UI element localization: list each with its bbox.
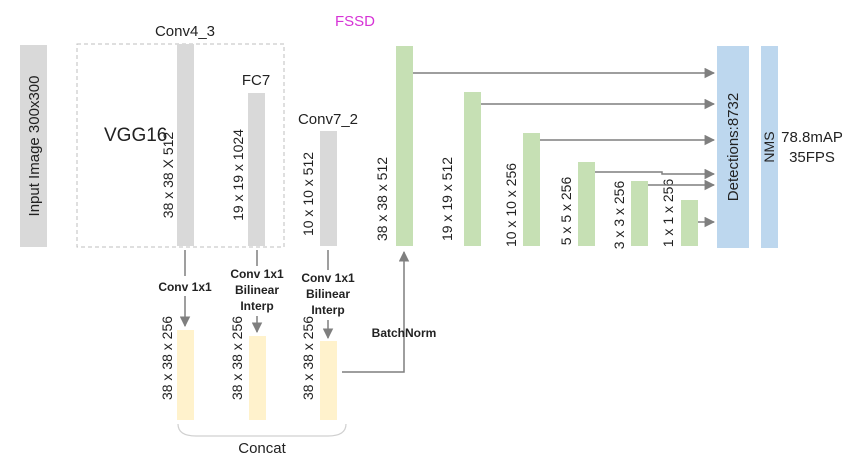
concat-bar-1 xyxy=(177,330,194,420)
op-conv1x1-bilinear-1-line2: Bilinear xyxy=(235,283,279,297)
concat-shape-1: 38 x 38 x 256 xyxy=(159,316,175,400)
concat-shape-3: 38 x 38 x 256 xyxy=(300,316,316,400)
nms-label: NMS xyxy=(761,131,777,162)
conv7-2-bar xyxy=(320,131,337,246)
concat-shape-2: 38 x 38 x 256 xyxy=(229,316,245,400)
input-image-bar xyxy=(20,45,47,247)
conv4-3-bar xyxy=(177,44,194,246)
detections-bar xyxy=(717,46,749,248)
op-conv1x1-bilinear-1-line3: Interp xyxy=(240,299,273,313)
pyramid-bar-3 xyxy=(523,133,540,246)
nms-bar xyxy=(761,46,778,248)
batchnorm-arrow xyxy=(342,250,410,373)
result-map: 78.8mAP xyxy=(781,129,843,146)
concat-label: Concat xyxy=(238,440,286,457)
pyramid-bar-6 xyxy=(681,200,698,246)
pyramid-shape-3: 10 x 10 x 256 xyxy=(503,163,519,247)
op-batchnorm: BatchNorm xyxy=(372,326,437,340)
fc7-shape: 19 x 19 x 1024 xyxy=(230,129,246,221)
pyramid-shape-6: 1 x 1 x 256 xyxy=(660,179,676,248)
pyramid-shape-1: 38 x 38 x 512 xyxy=(374,157,390,241)
arrow-pyramid-4 xyxy=(595,168,716,180)
conv7-2-shape: 10 x 10 x 512 xyxy=(300,152,316,236)
op-conv1x1-bilinear-2-line1: Conv 1x1 xyxy=(301,271,355,285)
input-image-label: Input Image 300x300 xyxy=(26,76,43,217)
fc7-bar xyxy=(248,93,265,246)
pyramid-bar-5 xyxy=(631,181,648,246)
pyramid-shape-2: 19 x 19 x 512 xyxy=(439,157,455,241)
op-conv1x1-bilinear-2-line2: Bilinear xyxy=(306,287,350,301)
conv4-3-shape: 38 x 38 X 512 xyxy=(160,132,176,219)
conv7-2-label: Conv7_2 xyxy=(298,111,358,128)
concat-bar-3 xyxy=(320,341,337,420)
op-conv1x1-bilinear-1-line1: Conv 1x1 xyxy=(230,267,284,281)
concat-brace xyxy=(177,423,347,437)
fssd-title: FSSD xyxy=(335,13,375,30)
op-conv1x1: Conv 1x1 xyxy=(158,280,212,294)
fc7-label: FC7 xyxy=(242,72,270,89)
vgg16-label: VGG16 xyxy=(104,125,167,146)
pyramid-bar-4 xyxy=(578,162,595,246)
pyramid-shape-4: 5 x 5 x 256 xyxy=(558,177,574,246)
conv4-3-label: Conv4_3 xyxy=(155,23,215,40)
pyramid-bar-1 xyxy=(396,46,413,246)
concat-bar-2 xyxy=(249,336,266,420)
pyramid-shape-5: 3 x 3 x 256 xyxy=(611,181,627,250)
detections-label: Detections:8732 xyxy=(725,93,742,201)
pyramid-bar-2 xyxy=(464,92,481,246)
op-conv1x1-bilinear-2-line3: Interp xyxy=(311,303,344,317)
vgg16-box xyxy=(76,43,285,248)
result-fps: 35FPS xyxy=(789,149,835,166)
